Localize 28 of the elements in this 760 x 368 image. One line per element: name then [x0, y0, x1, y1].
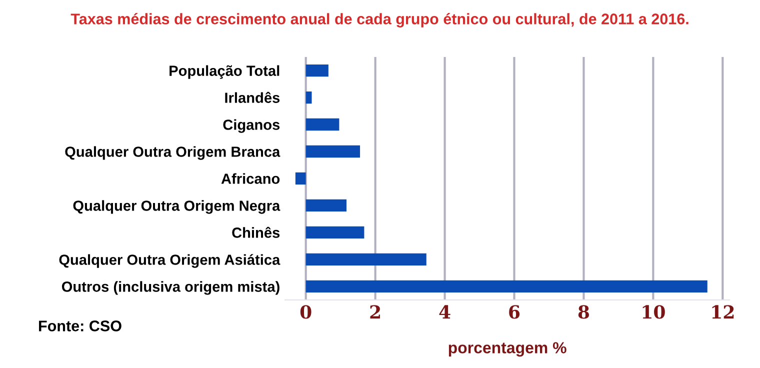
- y-tick-label: População Total: [170, 65, 280, 79]
- bar: [306, 145, 360, 158]
- bar: [306, 253, 426, 266]
- y-tick-label: Chinês: [232, 226, 280, 238]
- x-tick-label: 2: [370, 305, 380, 318]
- x-tick-label: 10: [642, 305, 665, 319]
- x-axis-title: porcentagem %: [448, 342, 566, 357]
- source-note: Fonte: CSO: [39, 320, 122, 332]
- y-tick-label: Outros (inclusiva origem mista): [62, 281, 280, 295]
- y-tick-label: Qualquer Outra Origem Branca: [65, 146, 280, 160]
- x-tick-label: 4: [439, 305, 450, 318]
- bar: [306, 64, 328, 77]
- bar: [306, 226, 364, 239]
- y-tick-label: Qualquer Outra Origem Negra: [73, 200, 280, 214]
- bar: [306, 118, 340, 131]
- bar: [295, 172, 306, 185]
- bar: [306, 91, 312, 104]
- y-tick-label: Ciganos: [223, 119, 280, 133]
- y-tick-label: Africano: [221, 173, 280, 184]
- x-tick-label: 12: [712, 305, 734, 318]
- bar: [306, 280, 708, 292]
- bar: [306, 199, 346, 212]
- x-tick-label: 6: [509, 305, 520, 319]
- chart-title: Taxas médias de crescimento anual de cada grupo étnico ou cultural, de 2011 a 2016.: [70, 13, 688, 28]
- y-tick-label: Irlandês: [225, 92, 280, 103]
- y-tick-label: Qualquer Outra Origem Asiática: [59, 254, 280, 268]
- x-tick-label: 8: [578, 305, 590, 319]
- x-tick-label: 0: [300, 305, 312, 319]
